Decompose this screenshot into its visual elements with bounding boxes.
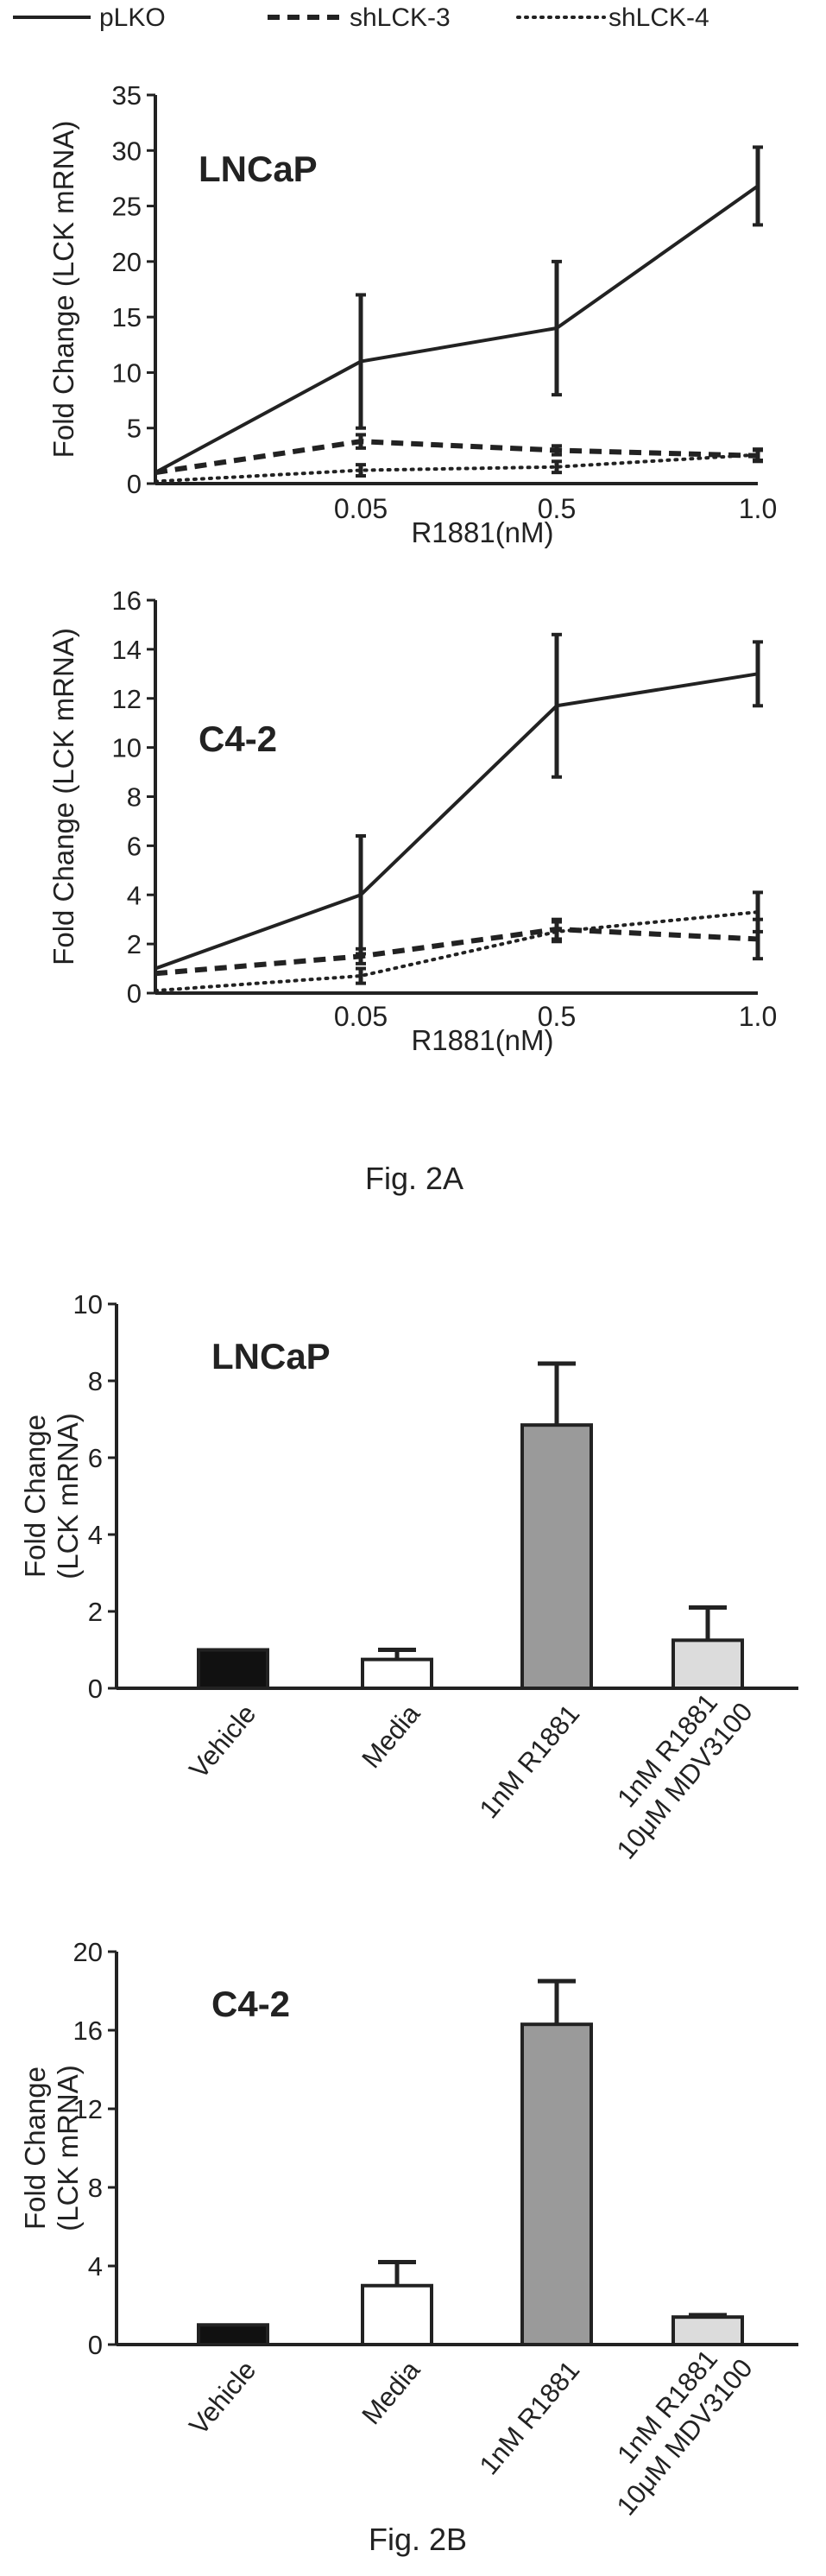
y-tick-label: 6 [88, 1443, 103, 1473]
x-tick-label: Vehicle [183, 2355, 262, 2440]
x-tick-label: 0.05 [334, 1001, 388, 1032]
series-line-shlck-4 [154, 453, 760, 484]
chart-title: C4-2 [199, 718, 277, 759]
x-tick-label: 1.0 [739, 1001, 777, 1032]
y-tick-label: 14 [112, 635, 142, 665]
series-line-plko [154, 184, 760, 474]
y-tick-label: 15 [112, 302, 142, 332]
chart-c42-line: 0 2 4 6 8 10 12 14 16 Fold Change (LCK mRNA) C4-2 0… [47, 585, 777, 1056]
bar [520, 2022, 593, 2347]
y-tick-label: 5 [127, 414, 142, 444]
y-tick-label: 0 [88, 1674, 103, 1704]
x-tick-label: 0.5 [538, 493, 576, 524]
bar [672, 1638, 744, 1690]
x-axis-label: R1881(nM) [411, 516, 553, 548]
y-tick-label: 12 [112, 684, 142, 714]
y-tick-label: 10 [112, 733, 142, 763]
caption-fig-2b: Fig. 2B [369, 2522, 467, 2557]
y-tick-label: 4 [88, 1520, 103, 1550]
bar [361, 2283, 433, 2346]
series-line-shlck-3 [154, 439, 759, 476]
y-tick-label: 12 [73, 2094, 103, 2124]
y-tick-label: 10 [73, 1289, 103, 1320]
y-tick-label: 4 [127, 880, 142, 910]
x-tick-label: 0.5 [538, 1001, 576, 1032]
x-tick-label: 1nM R1881 [474, 2355, 586, 2480]
bar [197, 1648, 269, 1690]
y-tick-label: 2 [127, 929, 142, 959]
chart-title: LNCaP [199, 149, 318, 189]
y-tick-label: 8 [88, 1366, 103, 1396]
caption-fig-2a: Fig. 2A [365, 1161, 463, 1196]
bar [672, 2315, 744, 2346]
y-tick-label: 0 [127, 978, 142, 1009]
x-tick-label: 1nM R188110μM MDV3100 [585, 1675, 758, 1864]
x-axis-label: R1881(nM) [411, 1024, 553, 1056]
x-tick-label: 1nM R188110μM MDV3100 [585, 2332, 758, 2521]
y-axis-label: Fold Change(LCK mRNA) [19, 2065, 84, 2231]
series-line-shlck-3 [154, 927, 759, 977]
y-tick-label: 2 [88, 1597, 103, 1627]
chart-c42-bar: 0 4 8 12 16 20 Fold Change(LCK mRNA) C4-2 Vehicl… [19, 1937, 798, 2521]
legend-label-shlck3: shLCK-3 [350, 3, 451, 32]
chart-lncap-line: 0 5 10 15 20 25 30 35 Fold Change (LCK mRNA) LNCa… [47, 80, 777, 548]
y-tick-label: 10 [112, 358, 142, 388]
y-tick-label: 0 [88, 2330, 103, 2360]
y-tick-label: 25 [112, 192, 142, 222]
bar [520, 1423, 593, 1691]
x-tick-label: Media [356, 1698, 426, 1774]
x-tick-label: Vehicle [183, 1699, 262, 1784]
y-axis-label: Fold Change (LCK mRNA) [47, 121, 79, 459]
x-tick-label: 0.05 [334, 493, 388, 524]
y-axis-label: Fold Change(LCK mRNA) [19, 1413, 84, 1579]
y-tick-label: 8 [88, 2173, 103, 2203]
chart-title: C4-2 [211, 1984, 290, 2024]
y-tick-label: 16 [73, 2016, 103, 2046]
bar [197, 2323, 269, 2346]
y-tick-label: 35 [112, 80, 142, 111]
x-tick-label: 1nM R1881 [474, 1699, 586, 1824]
legend-label-shlck4: shLCK-4 [608, 3, 709, 32]
series-line-plko [154, 672, 759, 971]
x-tick-label: Media [356, 2354, 426, 2430]
y-tick-label: 6 [127, 831, 142, 861]
chart-title: LNCaP [211, 1336, 331, 1377]
bar [361, 1657, 433, 1690]
x-tick-label: 1.0 [739, 493, 777, 524]
y-axis-label: Fold Change (LCK mRNA) [47, 628, 79, 965]
y-tick-label: 20 [73, 1937, 103, 1967]
chart-lncap-bar: 0 2 4 6 8 10 Fold Change(LCK mRNA) LNCaP Vehicle… [19, 1289, 798, 1864]
legend-label-plko: pLKO [99, 3, 166, 32]
legend: pLKO shLCK-3 shLCK-4 [13, 3, 709, 32]
y-tick-label: 0 [127, 469, 142, 499]
series-line-shlck-4 [154, 910, 760, 993]
y-tick-label: 16 [112, 585, 142, 616]
y-tick-label: 30 [112, 136, 142, 166]
y-tick-label: 20 [112, 247, 142, 277]
y-tick-label: 4 [88, 2251, 103, 2282]
y-tick-label: 8 [127, 782, 142, 813]
